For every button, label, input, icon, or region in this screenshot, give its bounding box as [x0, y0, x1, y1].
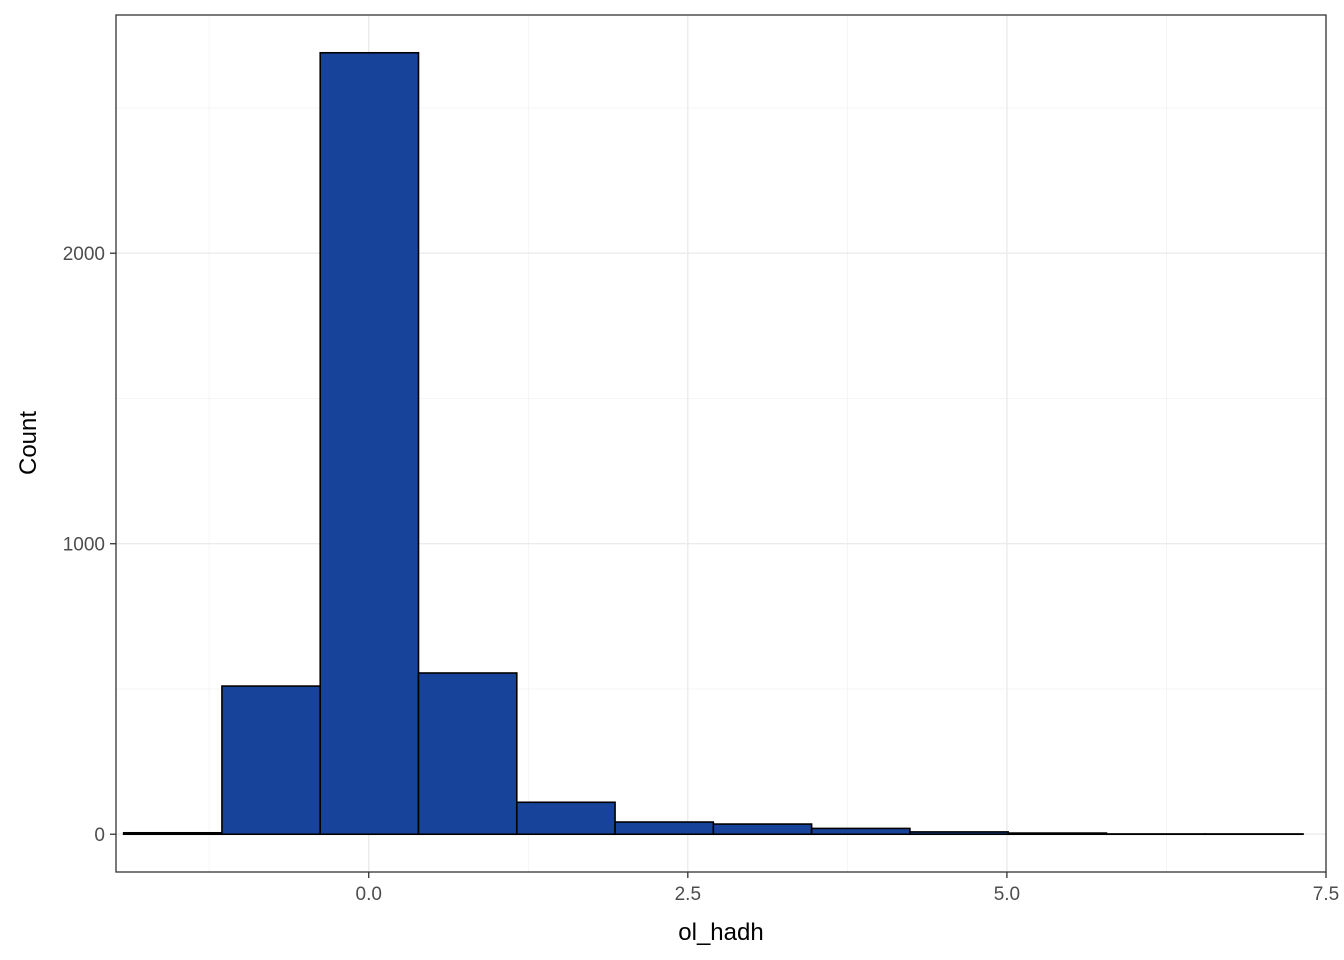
x-tick-label: 7.5 [1313, 884, 1339, 905]
histogram-bar [810, 827, 911, 836]
histogram-bars [122, 51, 1304, 836]
x-tick-label: 5.0 [994, 884, 1020, 905]
histogram-bar [712, 823, 813, 836]
histogram-bar [221, 685, 322, 836]
plot-panel-border [115, 14, 1327, 873]
histogram-bar [515, 801, 616, 836]
histogram-bar [417, 672, 518, 836]
y-tick-label: 1000 [63, 535, 105, 556]
x-axis-title: ol_hadh [678, 919, 763, 946]
histogram-bar [909, 831, 1009, 836]
y-tick-label: 0 [94, 825, 105, 846]
histogram-bar [1007, 832, 1108, 836]
histogram-bar [614, 821, 715, 836]
y-tick-label: 2000 [63, 244, 105, 265]
histogram-bar [319, 51, 420, 836]
axis-ticks: 0.0 2.5 5.0 7.5 0 1000 2000 [63, 244, 1339, 905]
y-axis-title: Count [15, 411, 42, 475]
histogram-bar [122, 831, 223, 836]
x-tick-label: 0.0 [356, 884, 382, 905]
x-tick-label: 2.5 [675, 884, 701, 905]
